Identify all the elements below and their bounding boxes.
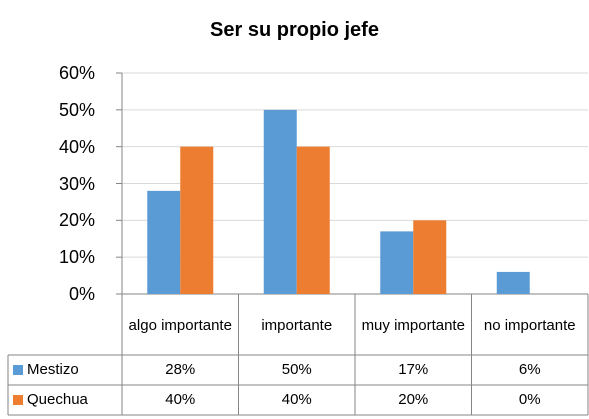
legend-label: Mestizo (27, 361, 79, 378)
bar (180, 146, 214, 294)
legend-label: Quechua (27, 391, 88, 408)
y-tick-label: 30% (58, 173, 95, 194)
bar (380, 231, 414, 294)
legend-swatch (13, 365, 23, 375)
x-tick-label: muy importante (361, 317, 465, 334)
x-tick-label: importante (261, 317, 333, 334)
y-tick-label: 60% (58, 63, 95, 83)
table-cell: 50% (281, 361, 312, 378)
legend-swatch (13, 395, 23, 405)
y-tick-label: 10% (58, 247, 95, 268)
table-cell: 40% (281, 391, 312, 408)
table-cell: 40% (165, 391, 196, 408)
table-cell: 28% (165, 361, 196, 378)
x-tick-label: no importante (483, 317, 576, 334)
x-tick-label: algo importante (128, 317, 232, 334)
bar (296, 146, 330, 294)
y-tick-label: 50% (58, 99, 95, 120)
table-cell: 0% (518, 391, 541, 408)
table-cell: 17% (398, 361, 429, 378)
bar (496, 271, 530, 294)
table-cell: 20% (398, 391, 429, 408)
y-tick-label: 40% (58, 136, 95, 157)
bar (147, 190, 181, 294)
table-cell: 6% (518, 361, 541, 378)
chart-title: Ser su propio jefe (210, 19, 379, 41)
bar (413, 220, 447, 294)
bar (263, 109, 297, 294)
y-tick-label: 0% (68, 284, 95, 304)
y-tick-label: 20% (58, 210, 95, 231)
